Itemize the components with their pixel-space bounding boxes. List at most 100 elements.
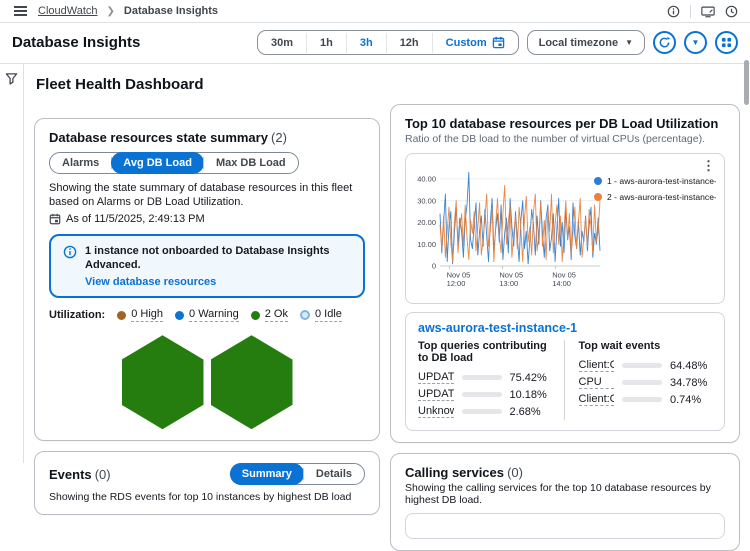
db-load-chart: ⋮ 40.00 30.00 20.00 10.00 0 Nov 05 12:00 Nov 05…	[405, 153, 725, 304]
series-1-dot	[594, 177, 602, 185]
calendar-icon	[49, 213, 61, 224]
instance-hexagon-ok[interactable]	[210, 335, 293, 430]
tab-details[interactable]: Details	[315, 468, 352, 481]
events-count: (0)	[94, 466, 111, 482]
wait-label[interactable]: Client:ClientWrite	[578, 393, 614, 406]
state-summary-card: Database resources state summary (2) Ala…	[34, 118, 380, 442]
svg-text:13:00: 13:00	[499, 279, 518, 288]
info-icon[interactable]	[667, 5, 680, 18]
view-database-resources-link[interactable]: View database resources	[85, 276, 217, 289]
svg-text:Nov 05: Nov 05	[552, 271, 576, 280]
alert-text: 1 instance not onboarded to Database Ins…	[85, 244, 330, 271]
calling-services-card: Calling services (0) Showing the calling…	[390, 453, 740, 551]
idle-dot	[299, 310, 310, 321]
query-label[interactable]: UPDATE pgbenc...	[418, 388, 454, 401]
breadcrumb-database-insights: Database Insights	[123, 5, 219, 17]
wait-label[interactable]: CPU	[578, 376, 614, 389]
legend-idle[interactable]: 0 Idle	[299, 308, 342, 323]
kebab-menu-icon[interactable]: ⋮	[702, 158, 715, 173]
wait-row: Client:ClientRead 64.48%	[578, 357, 713, 374]
svg-text:30.00: 30.00	[417, 196, 436, 205]
query-row: UPDATE pgbenc... 10.18%	[418, 386, 552, 403]
time-range-12h[interactable]: 12h	[387, 32, 433, 53]
wait-row: Client:ClientWrite 0.74%	[578, 391, 713, 408]
legend-series-1[interactable]: 1 - aws-aurora-test-instance-1	[594, 176, 716, 186]
queries-heading: Top queries contributing to DB load	[418, 340, 547, 364]
waits-heading: Top wait events	[578, 340, 661, 352]
svg-text:12:00: 12:00	[447, 279, 466, 288]
tab-avg-db-load[interactable]: Avg DB Load	[111, 152, 204, 174]
legend-high[interactable]: 0 High	[117, 308, 164, 323]
fullscreen-button[interactable]	[715, 31, 738, 54]
events-description: Showing the RDS events for top 10 instan…	[49, 491, 352, 504]
legend-series-2[interactable]: 2 - aws-aurora-test-instance-1...	[594, 192, 716, 202]
breadcrumb-cloudwatch[interactable]: CloudWatch	[38, 5, 98, 17]
wait-bar	[622, 363, 662, 368]
scrollbar-thumb[interactable]	[744, 60, 749, 105]
time-range-30m[interactable]: 30m	[258, 32, 307, 53]
svg-text:0: 0	[432, 262, 436, 271]
refresh-options-button[interactable]: ▼	[684, 31, 707, 54]
wait-row: CPU 34.78%	[578, 374, 713, 391]
calling-services-count: (0)	[507, 465, 523, 480]
utilization-label: Utilization:	[49, 309, 106, 322]
page-title: Database Insights	[12, 34, 141, 51]
clock-icon[interactable]	[725, 5, 738, 18]
filter-side-rail	[0, 64, 24, 463]
info-icon	[63, 245, 77, 258]
wait-bar	[622, 380, 662, 385]
db-load-title: Top 10 database resources per DB Load Ut…	[405, 116, 719, 131]
query-label[interactable]: Unknown	[418, 405, 454, 418]
time-range-3h[interactable]: 3h	[347, 32, 387, 53]
time-range-1h[interactable]: 1h	[307, 32, 347, 53]
events-card: Events (0) Summary Details Showing the R…	[34, 451, 380, 516]
svg-text:40.00: 40.00	[417, 174, 436, 183]
menu-icon[interactable]	[12, 4, 29, 18]
query-row: UPDATE pgbenc... 75.42%	[418, 369, 552, 386]
svg-text:Nov 05: Nov 05	[447, 271, 471, 280]
time-range-custom[interactable]: Custom	[433, 32, 518, 53]
top-navigation-bar: CloudWatch ❯ Database Insights	[0, 0, 750, 23]
divider	[690, 4, 691, 18]
chevron-right-icon: ❯	[106, 5, 115, 17]
legend-warning[interactable]: 0 Warning	[175, 308, 239, 323]
query-label[interactable]: UPDATE pgbenc...	[418, 371, 454, 384]
page-header: Database Insights 30m 1h 3h 12h Custom L…	[0, 23, 750, 64]
svg-text:14:00: 14:00	[552, 279, 571, 288]
wait-bar	[622, 397, 662, 402]
as-of-timestamp: As of 11/5/2025, 2:49:13 PM	[49, 213, 365, 225]
events-title: Events	[49, 466, 92, 482]
monitor-icon[interactable]	[701, 5, 715, 18]
refresh-button[interactable]	[653, 31, 676, 54]
tab-alarms[interactable]: Alarms	[62, 157, 100, 169]
warning-dot	[175, 310, 185, 320]
timezone-dropdown[interactable]: Local timezone ▼	[526, 30, 645, 55]
filter-icon[interactable]	[5, 72, 18, 463]
query-pct: 10.18%	[509, 388, 547, 401]
caret-down-icon: ▼	[625, 38, 633, 47]
wait-label[interactable]: Client:ClientRead	[578, 359, 614, 372]
state-summary-title: Database resources state summary	[49, 130, 268, 145]
legend-ok[interactable]: 2 Ok	[250, 308, 288, 323]
events-tab-group: Summary Details	[229, 463, 365, 486]
query-bar	[461, 409, 502, 414]
wait-pct: 64.48%	[670, 359, 708, 372]
svg-text:10.00: 10.00	[417, 240, 436, 249]
section-title: Fleet Health Dashboard	[36, 76, 204, 93]
instance-stats-panel: aws-aurora-test-instance-1 Top queries c…	[405, 312, 725, 431]
instance-hexagon-map	[49, 335, 365, 430]
wait-pct: 0.74%	[670, 393, 702, 406]
svg-text:Nov 05: Nov 05	[499, 271, 523, 280]
state-summary-tab-group: Alarms Avg DB Load Max DB Load	[49, 152, 299, 174]
calling-services-empty-box	[405, 513, 725, 539]
chart-legend: 1 - aws-aurora-test-instance-1 2 - aws-a…	[594, 162, 716, 299]
instance-link[interactable]: aws-aurora-test-instance-1	[418, 321, 578, 335]
instance-hexagon-ok[interactable]	[121, 335, 204, 430]
tab-max-db-load[interactable]: Max DB Load	[215, 157, 286, 169]
db-load-card: Top 10 database resources per DB Load Ut…	[390, 104, 740, 443]
query-row: Unknown 2.68%	[418, 403, 552, 420]
calendar-icon	[492, 36, 504, 49]
tab-summary[interactable]: Summary	[229, 463, 304, 486]
wait-pct: 34.78%	[670, 376, 708, 389]
